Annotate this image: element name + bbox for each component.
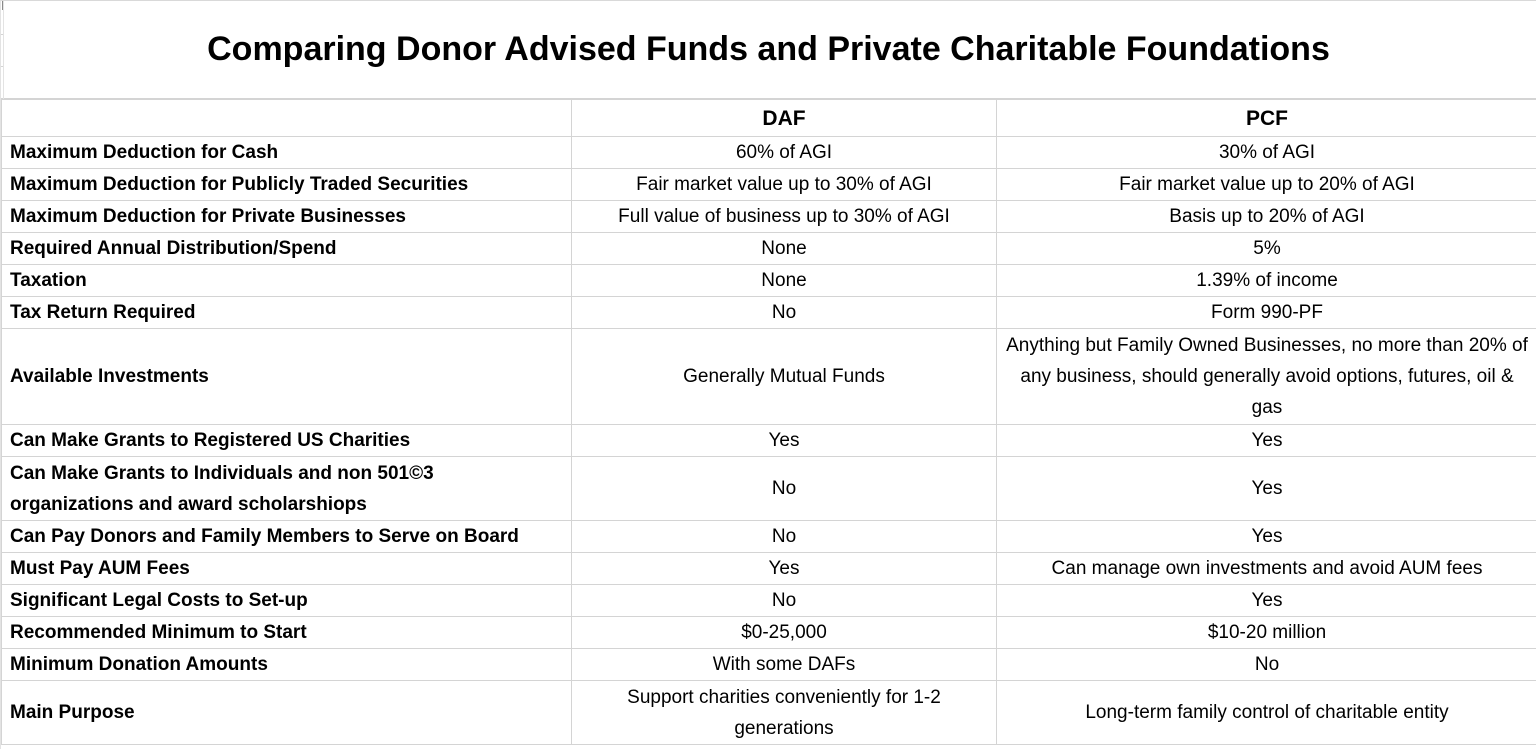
header-row: DAF PCF xyxy=(1,99,1536,137)
table-row: Maximum Deduction for Private Businesses… xyxy=(1,200,1536,233)
header-cell-pcf: PCF xyxy=(996,99,1536,137)
pcf-value-cell: $10-20 million xyxy=(996,616,1536,649)
daf-value-cell: Fair market value up to 30% of AGI xyxy=(571,168,997,201)
row-label-cell: Significant Legal Costs to Set-up xyxy=(1,584,572,617)
daf-value-cell: Generally Mutual Funds xyxy=(571,328,997,425)
table-row: Can Pay Donors and Family Members to Ser… xyxy=(1,520,1536,553)
pcf-value-cell: 1.39% of income xyxy=(996,264,1536,297)
row-label-cell: Maximum Deduction for Private Businesses xyxy=(1,200,572,233)
daf-value-cell: $0-25,000 xyxy=(571,616,997,649)
daf-value-cell: Support charities conveniently for 1-2 g… xyxy=(571,680,997,745)
table-row: Minimum Donation Amounts With some DAFs … xyxy=(1,648,1536,681)
row-label-cell: Can Make Grants to Individuals and non 5… xyxy=(1,456,572,521)
row-label-cell: Required Annual Distribution/Spend xyxy=(1,232,572,265)
row-label-cell: Tax Return Required xyxy=(1,296,572,329)
daf-value-cell: Full value of business up to 30% of AGI xyxy=(571,200,997,233)
pcf-value-cell: Yes xyxy=(996,424,1536,457)
row-label-cell: Maximum Deduction for Publicly Traded Se… xyxy=(1,168,572,201)
daf-value-cell: Yes xyxy=(571,552,997,585)
table-row: Available Investments Generally Mutual F… xyxy=(1,328,1536,425)
table-row: Recommended Minimum to Start $0-25,000 $… xyxy=(1,616,1536,649)
table-row: Required Annual Distribution/Spend None … xyxy=(1,232,1536,265)
table-row: Tax Return Required No Form 990-PF xyxy=(1,296,1536,329)
pcf-value-cell: 30% of AGI xyxy=(996,136,1536,169)
pcf-value-cell: Yes xyxy=(996,520,1536,553)
pcf-value-cell: Anything but Family Owned Businesses, no… xyxy=(996,328,1536,425)
bottom-row-sliver xyxy=(1,745,1536,749)
row-label-cell: Recommended Minimum to Start xyxy=(1,616,572,649)
daf-value-cell: 60% of AGI xyxy=(571,136,997,169)
table-row: Maximum Deduction for Cash 60% of AGI 30… xyxy=(1,136,1536,169)
table-row: Can Make Grants to Individuals and non 5… xyxy=(1,456,1536,521)
row-label-cell: Taxation xyxy=(1,264,572,297)
pcf-value-cell: Yes xyxy=(996,584,1536,617)
table-row: Significant Legal Costs to Set-up No Yes xyxy=(1,584,1536,617)
row-label-cell: Available Investments xyxy=(1,328,572,425)
daf-value-cell: Yes xyxy=(571,424,997,457)
table-row: Taxation None 1.39% of income xyxy=(1,264,1536,297)
pcf-value-cell: 5% xyxy=(996,232,1536,265)
gridline-tick xyxy=(1,66,4,67)
table-row: Must Pay AUM Fees Yes Can manage own inv… xyxy=(1,552,1536,585)
header-cell-daf: DAF xyxy=(571,99,997,137)
row-label-cell: Can Pay Donors and Family Members to Ser… xyxy=(1,520,572,553)
daf-value-cell: None xyxy=(571,232,997,265)
pcf-value-cell: No xyxy=(996,648,1536,681)
row-label-cell: Minimum Donation Amounts xyxy=(1,648,572,681)
gridline-tick xyxy=(1,34,4,35)
row-label-cell: Main Purpose xyxy=(1,680,572,745)
pcf-value-cell: Long-term family control of charitable e… xyxy=(996,680,1536,745)
daf-value-cell: With some DAFs xyxy=(571,648,997,681)
row-label-cell: Can Make Grants to Registered US Chariti… xyxy=(1,424,572,457)
daf-value-cell: No xyxy=(571,520,997,553)
daf-value-cell: No xyxy=(571,296,997,329)
header-cell-empty xyxy=(1,99,572,137)
table-row: Maximum Deduction for Publicly Traded Se… xyxy=(1,168,1536,201)
table-body: Maximum Deduction for Cash 60% of AGI 30… xyxy=(1,136,1536,745)
gridline-vertical xyxy=(3,1,4,99)
pcf-value-cell: Form 990-PF xyxy=(996,296,1536,329)
pcf-value-cell: Basis up to 20% of AGI xyxy=(996,200,1536,233)
pcf-value-cell: Fair market value up to 20% of AGI xyxy=(996,168,1536,201)
comparison-table: DAF PCF Maximum Deduction for Cash 60% o… xyxy=(1,99,1536,745)
table-row: Main Purpose Support charities convenien… xyxy=(1,680,1536,745)
row-label-cell: Must Pay AUM Fees xyxy=(1,552,572,585)
row-label-cell: Maximum Deduction for Cash xyxy=(1,136,572,169)
page-title: Comparing Donor Advised Funds and Privat… xyxy=(207,30,1330,68)
daf-value-cell: No xyxy=(571,584,997,617)
title-block: Comparing Donor Advised Funds and Privat… xyxy=(1,1,1536,99)
pcf-value-cell: Yes xyxy=(996,456,1536,521)
daf-value-cell: None xyxy=(571,264,997,297)
table-row: Can Make Grants to Registered US Chariti… xyxy=(1,424,1536,457)
corner-tick xyxy=(2,1,3,10)
daf-value-cell: No xyxy=(571,456,997,521)
pcf-value-cell: Can manage own investments and avoid AUM… xyxy=(996,552,1536,585)
